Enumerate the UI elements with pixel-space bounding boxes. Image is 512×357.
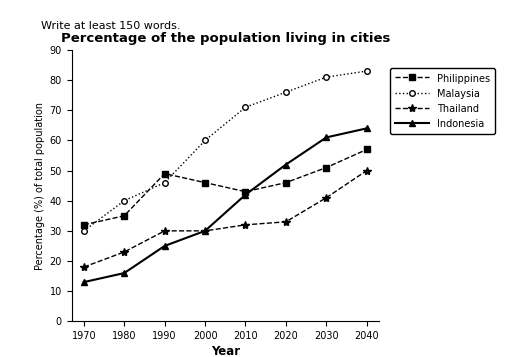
Thailand [162, 229, 168, 233]
Thailand [242, 223, 248, 227]
Text: Write at least 150 words.: Write at least 150 words. [41, 21, 180, 31]
Line: Thailand: Thailand [80, 166, 371, 271]
Indonesia [323, 135, 329, 140]
Malaysia [283, 90, 289, 94]
Philippines [283, 181, 289, 185]
Malaysia [202, 138, 208, 142]
Title: Percentage of the population living in cities: Percentage of the population living in c… [60, 32, 390, 45]
Legend: Philippines, Malaysia, Thailand, Indonesia: Philippines, Malaysia, Thailand, Indones… [390, 69, 495, 134]
Y-axis label: Percentage (%) of total population: Percentage (%) of total population [35, 102, 46, 270]
Thailand [323, 196, 329, 200]
Line: Malaysia: Malaysia [81, 68, 370, 233]
Indonesia [364, 126, 370, 131]
Line: Philippines: Philippines [81, 147, 370, 228]
Indonesia [242, 192, 248, 197]
Indonesia [283, 162, 289, 167]
Philippines [323, 165, 329, 170]
Philippines [81, 223, 87, 227]
Indonesia [81, 280, 87, 284]
X-axis label: Year: Year [211, 345, 240, 357]
Indonesia [202, 229, 208, 233]
Philippines [202, 181, 208, 185]
Thailand [81, 265, 87, 269]
Indonesia [162, 244, 168, 248]
Thailand [364, 169, 370, 173]
Philippines [121, 213, 127, 218]
Malaysia [364, 69, 370, 73]
Philippines [364, 147, 370, 152]
Malaysia [162, 181, 168, 185]
Philippines [242, 190, 248, 194]
Malaysia [121, 198, 127, 203]
Thailand [121, 250, 127, 254]
Malaysia [323, 75, 329, 79]
Line: Indonesia: Indonesia [81, 126, 370, 285]
Malaysia [242, 105, 248, 109]
Malaysia [81, 229, 87, 233]
Thailand [202, 229, 208, 233]
Philippines [162, 171, 168, 176]
Thailand [283, 220, 289, 224]
Indonesia [121, 271, 127, 275]
